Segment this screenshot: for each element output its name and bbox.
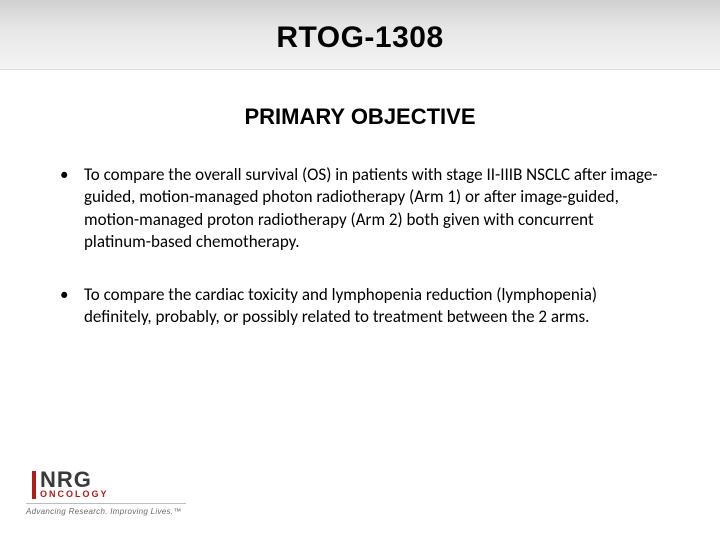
slide: RTOG-1308 PRIMARY OBJECTIVE To compare t… (0, 0, 720, 540)
slide-title: RTOG-1308 (276, 21, 443, 55)
logo-text: NRG ONCOLOGY (40, 470, 109, 499)
footer: NRG ONCOLOGY Advancing Research. Improvi… (32, 470, 186, 516)
logo-bar-icon (32, 471, 36, 499)
slide-subtitle: PRIMARY OBJECTIVE (0, 104, 720, 130)
title-bar: RTOG-1308 (0, 0, 720, 70)
nrg-logo: NRG ONCOLOGY (32, 470, 186, 499)
bullet-item: To compare the overall survival (OS) in … (60, 164, 660, 254)
logo-main: NRG (40, 470, 109, 490)
slide-body: To compare the overall survival (OS) in … (60, 164, 660, 329)
logo-divider (26, 503, 186, 504)
bullet-item: To compare the cardiac toxicity and lymp… (60, 284, 660, 329)
logo-sub: ONCOLOGY (40, 489, 109, 499)
logo-tagline: Advancing Research. Improving Lives.™ (26, 507, 186, 516)
bullet-list: To compare the overall survival (OS) in … (60, 164, 660, 329)
